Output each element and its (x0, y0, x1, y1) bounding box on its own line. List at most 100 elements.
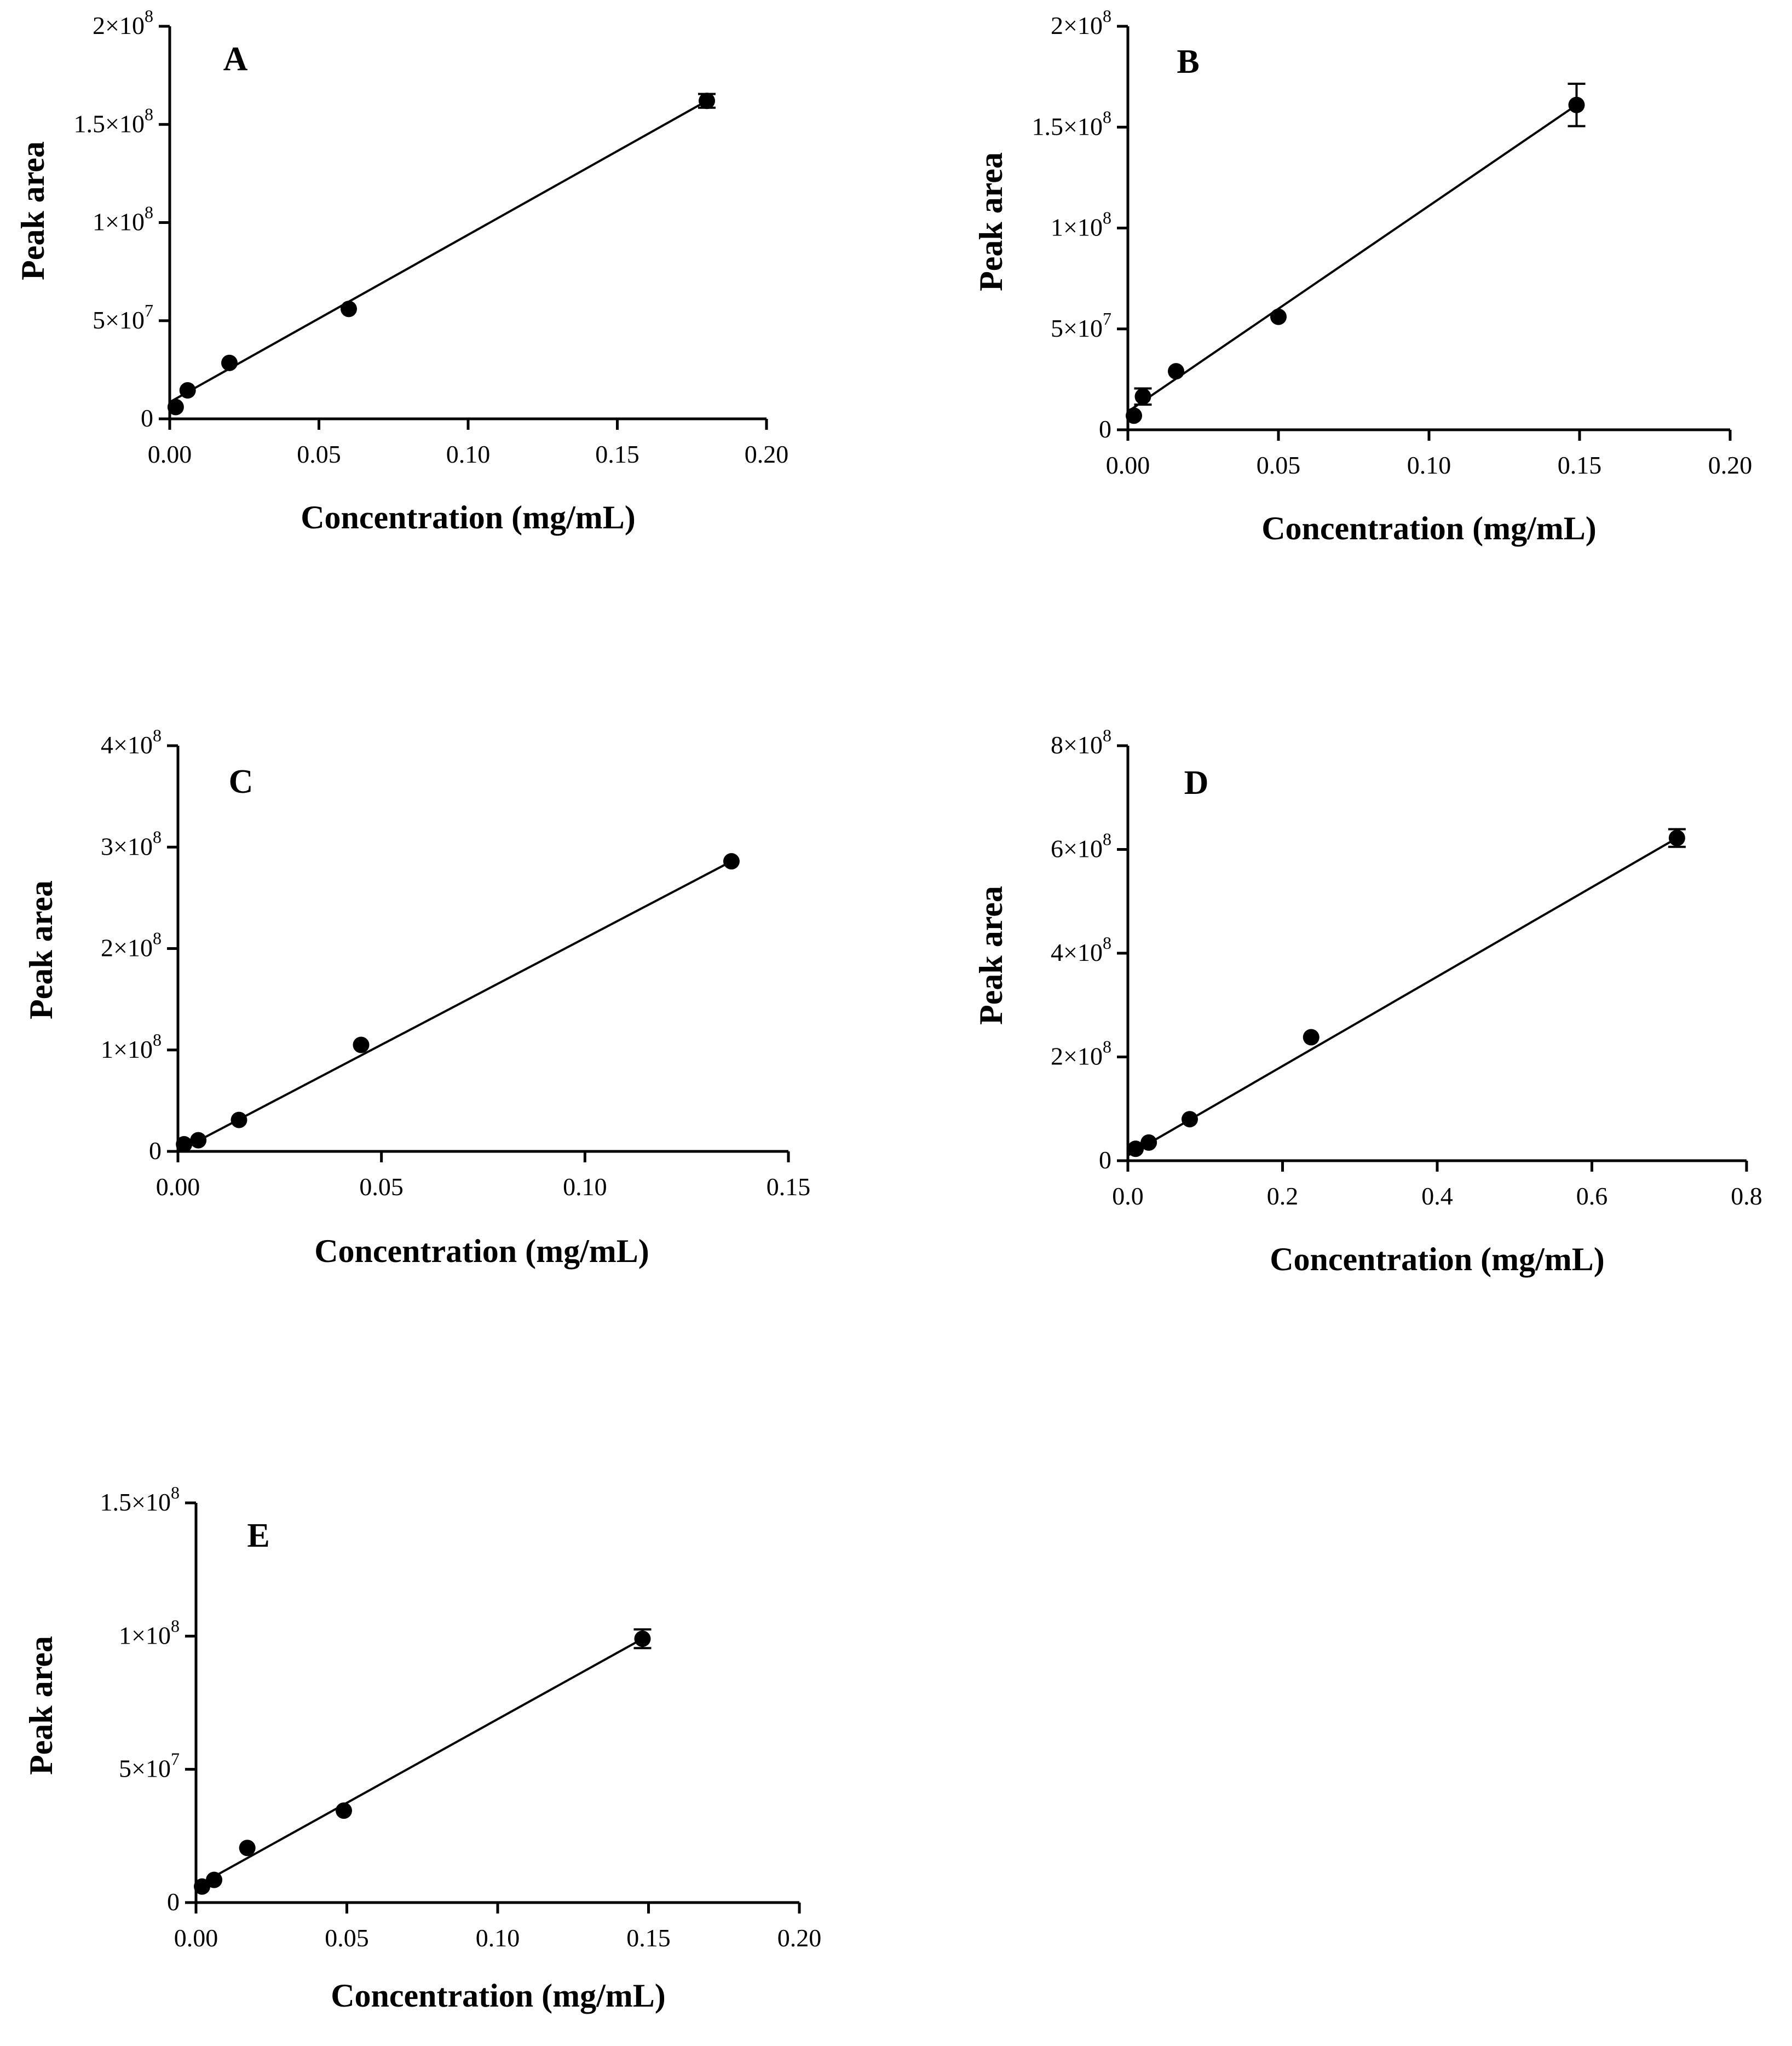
y-tick-label-base: 2×10 (1051, 1042, 1103, 1070)
panel-label: E (247, 1517, 269, 1554)
y-tick-label: 5×107 (119, 1749, 180, 1783)
y-tick-label-base: 1×10 (93, 208, 145, 236)
data-point (341, 301, 357, 318)
y-tick-label: 0 (167, 1888, 180, 1916)
data-point (1140, 1134, 1157, 1151)
y-axis-title: Peak area (23, 1636, 59, 1775)
y-tick-label-base: 5×10 (93, 306, 145, 334)
x-axis-title: Concentration (mg/mL) (1270, 1241, 1605, 1277)
y-tick-label: 0 (1099, 1146, 1111, 1174)
y-tick-label-base: 2×10 (101, 934, 153, 962)
y-tick-label-exponent: 8 (1103, 107, 1111, 126)
y-tick-label-base: 6×10 (1051, 835, 1103, 863)
y-tick-label: 2×108 (1051, 1037, 1111, 1070)
y-tick-label-base: 1.5×10 (74, 109, 145, 137)
y-tick-label: 0 (141, 404, 153, 432)
y-tick-label: 1.5×108 (100, 1483, 180, 1516)
y-axis-title: Peak area (973, 152, 1009, 291)
x-tick-label: 0.15 (595, 440, 639, 468)
x-tick-label: 0.20 (1708, 451, 1753, 479)
y-tick-label-base: 3×10 (101, 832, 153, 860)
y-tick-label-base: 1.5×10 (1032, 112, 1103, 140)
fit-line (1127, 104, 1577, 413)
data-point (221, 354, 238, 371)
y-tick-label-exponent: 8 (145, 6, 153, 26)
y-tick-label-base: 0 (167, 1888, 180, 1916)
y-tick-label-exponent: 8 (1103, 933, 1111, 953)
y-tick-label: 1×108 (93, 203, 153, 236)
data-point (1668, 829, 1685, 846)
data-point (699, 93, 715, 109)
x-tick-label: 0.20 (777, 1924, 822, 1952)
data-point (1568, 96, 1585, 113)
y-tick-label-base: 2×10 (1051, 11, 1103, 39)
y-tick-label: 1×108 (1051, 208, 1111, 241)
data-point (1134, 388, 1151, 405)
x-tick-label: 0.00 (1106, 451, 1150, 479)
x-tick-label: 0.00 (174, 1924, 218, 1952)
x-tick-label: 0.00 (156, 1173, 200, 1201)
y-tick-label: 4×108 (101, 725, 162, 759)
y-tick-label: 2×108 (101, 929, 162, 962)
y-tick-label: 6×108 (1051, 829, 1111, 863)
y-tick-label: 5×107 (93, 301, 153, 334)
y-axis-title: Peak area (15, 141, 51, 280)
y-tick-label-exponent: 8 (153, 827, 162, 846)
x-tick-label: 0.10 (446, 440, 491, 468)
y-tick-label-exponent: 8 (1103, 829, 1111, 849)
data-point (1127, 1140, 1144, 1157)
x-tick-label: 0.2 (1267, 1182, 1299, 1210)
y-tick-label-base: 2×10 (93, 11, 145, 39)
y-tick-label-exponent: 8 (153, 725, 162, 745)
data-point (634, 1630, 651, 1647)
x-tick-label: 0.05 (359, 1173, 404, 1201)
data-point (335, 1802, 352, 1819)
y-tick-label-exponent: 8 (1103, 208, 1111, 228)
data-point (239, 1840, 256, 1857)
panel-label: B (1177, 43, 1199, 80)
y-tick-label: 1×108 (101, 1030, 162, 1063)
y-tick-label-base: 4×10 (101, 731, 153, 759)
y-tick-label: 0 (1099, 415, 1111, 443)
data-point (206, 1871, 223, 1888)
y-tick-label-exponent: 7 (171, 1749, 180, 1769)
data-point (353, 1036, 370, 1053)
x-axis-title: Concentration (mg/mL) (314, 1233, 649, 1269)
x-tick-label: 0.00 (148, 440, 192, 468)
y-tick-label-exponent: 8 (153, 929, 162, 948)
y-tick-label-exponent: 7 (145, 301, 153, 320)
data-point (231, 1111, 247, 1128)
y-tick-label-base: 0 (1099, 1146, 1111, 1174)
fit-line (177, 860, 732, 1152)
y-tick-label-exponent: 7 (1103, 309, 1111, 328)
x-tick-label: 0.15 (1558, 451, 1602, 479)
y-tick-label: 2×108 (93, 6, 153, 39)
y-tick-label-base: 0 (149, 1137, 162, 1165)
y-tick-label: 0 (149, 1137, 162, 1165)
y-tick-label-exponent: 8 (145, 104, 153, 124)
x-tick-label: 0.15 (626, 1924, 671, 1952)
x-tick-label: 0.10 (1407, 451, 1451, 479)
y-tick-label-base: 5×10 (119, 1755, 171, 1783)
y-tick-label-exponent: 8 (145, 203, 153, 222)
data-point (179, 382, 196, 399)
x-axis-title: Concentration (mg/mL) (301, 499, 636, 535)
y-tick-label-exponent: 8 (171, 1616, 180, 1635)
x-tick-label: 0.05 (297, 440, 341, 468)
x-tick-label: 0.15 (767, 1173, 811, 1201)
x-tick-label: 0.05 (1257, 451, 1301, 479)
x-tick-label: 0.10 (563, 1173, 607, 1201)
y-tick-label: 8×108 (1051, 725, 1111, 759)
y-tick-label: 1×108 (119, 1616, 180, 1649)
data-point (194, 1878, 211, 1895)
y-tick-label-exponent: 8 (1103, 6, 1111, 26)
x-tick-label: 0.6 (1576, 1182, 1608, 1210)
x-tick-label: 0.10 (476, 1924, 520, 1952)
y-tick-label: 3×108 (101, 827, 162, 860)
data-point (1126, 407, 1142, 424)
x-axis-title: Concentration (mg/mL) (331, 1978, 666, 2014)
fit-line (195, 1638, 643, 1888)
